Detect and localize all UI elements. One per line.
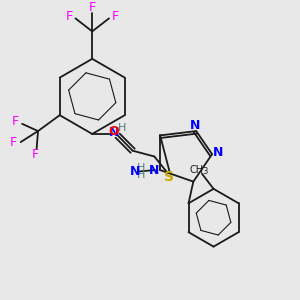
Text: 3: 3: [202, 167, 208, 176]
Text: N: N: [109, 126, 120, 139]
Text: F: F: [10, 136, 17, 148]
Text: H: H: [136, 170, 145, 180]
Text: F: F: [112, 10, 119, 22]
Text: F: F: [89, 1, 96, 14]
Text: S: S: [164, 170, 174, 184]
Text: F: F: [66, 10, 73, 22]
Text: N: N: [190, 119, 200, 132]
Text: O: O: [109, 125, 119, 138]
Text: N: N: [130, 165, 141, 178]
Text: H: H: [136, 163, 145, 173]
Text: N: N: [149, 164, 160, 177]
Text: F: F: [32, 148, 39, 161]
Text: CH: CH: [190, 165, 204, 175]
Text: N: N: [213, 146, 224, 159]
Text: F: F: [12, 115, 20, 128]
Text: H: H: [118, 123, 126, 133]
